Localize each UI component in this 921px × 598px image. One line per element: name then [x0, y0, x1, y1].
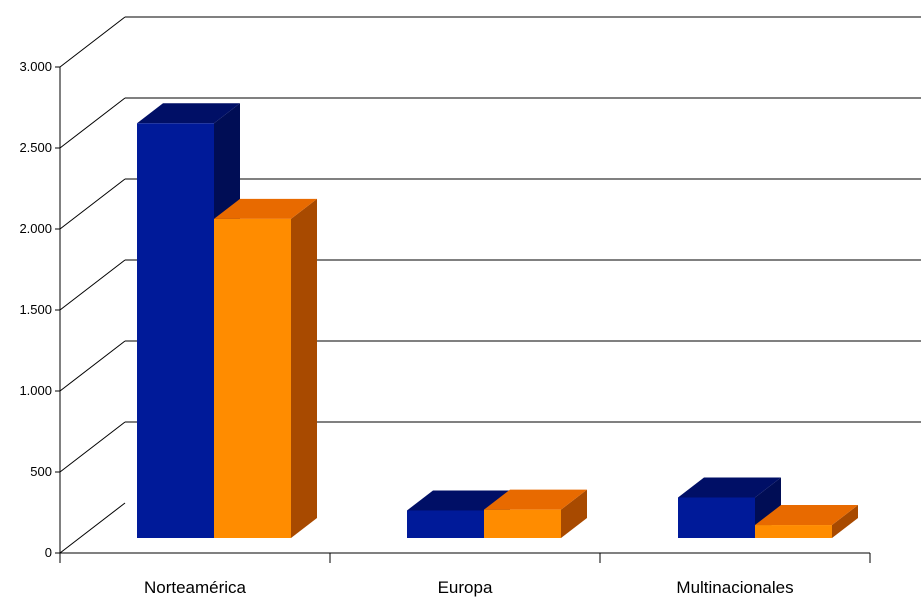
bar-front-1-0 — [407, 510, 484, 538]
bar-side-0-1 — [291, 198, 317, 539]
bar-side-2-1 — [832, 505, 858, 538]
bar-front-0-0 — [137, 123, 214, 538]
y-tick-label-2: 1.000 — [19, 383, 52, 398]
bar-front-1-1 — [484, 509, 561, 538]
y-tick-label-3: 1.500 — [19, 302, 52, 317]
gridline-diagonal-3 — [59, 259, 126, 311]
bar-side-1-1 — [561, 489, 587, 538]
gridline-diagonal-6 — [59, 16, 126, 68]
x-tick-label-0: Norteamérica — [144, 578, 247, 597]
bar-top-1-1 — [484, 489, 587, 510]
gridline-diagonal-5 — [59, 97, 126, 149]
bar-2-1 — [755, 505, 858, 538]
y-tick-label-1: 500 — [30, 464, 52, 479]
bar-top-0-0 — [137, 103, 240, 124]
gridline-diagonal-1 — [59, 421, 126, 473]
y-tick-label-4: 2.000 — [19, 221, 52, 236]
y-tick-label-6: 3.000 — [19, 59, 52, 74]
axis-layer: 0 500 1.000 1.500 2.000 2.500 3.000 Norteaméric… — [19, 59, 871, 597]
bar-top-0-1 — [214, 198, 317, 219]
bar-0-1 — [214, 198, 317, 539]
bar-top-2-1 — [755, 505, 858, 526]
x-tick-label-1: Europa — [438, 578, 493, 597]
gridline-diagonal-2 — [59, 340, 126, 392]
y-tick-label-5: 2.500 — [19, 140, 52, 155]
bar-front-2-1 — [755, 525, 832, 538]
bar-front-0-1 — [214, 218, 291, 539]
bar-top-1-0 — [407, 490, 510, 511]
floor-diagonal — [59, 502, 126, 554]
bar-1-1 — [484, 489, 587, 538]
x-tick-label-2: Multinacionales — [676, 578, 793, 597]
bar-front-2-0 — [678, 497, 755, 538]
gridline-diagonal-4 — [59, 178, 126, 230]
bar-top-2-0 — [678, 477, 781, 498]
y-tick-label-0: 0 — [45, 545, 52, 560]
bars-layer — [137, 103, 858, 539]
